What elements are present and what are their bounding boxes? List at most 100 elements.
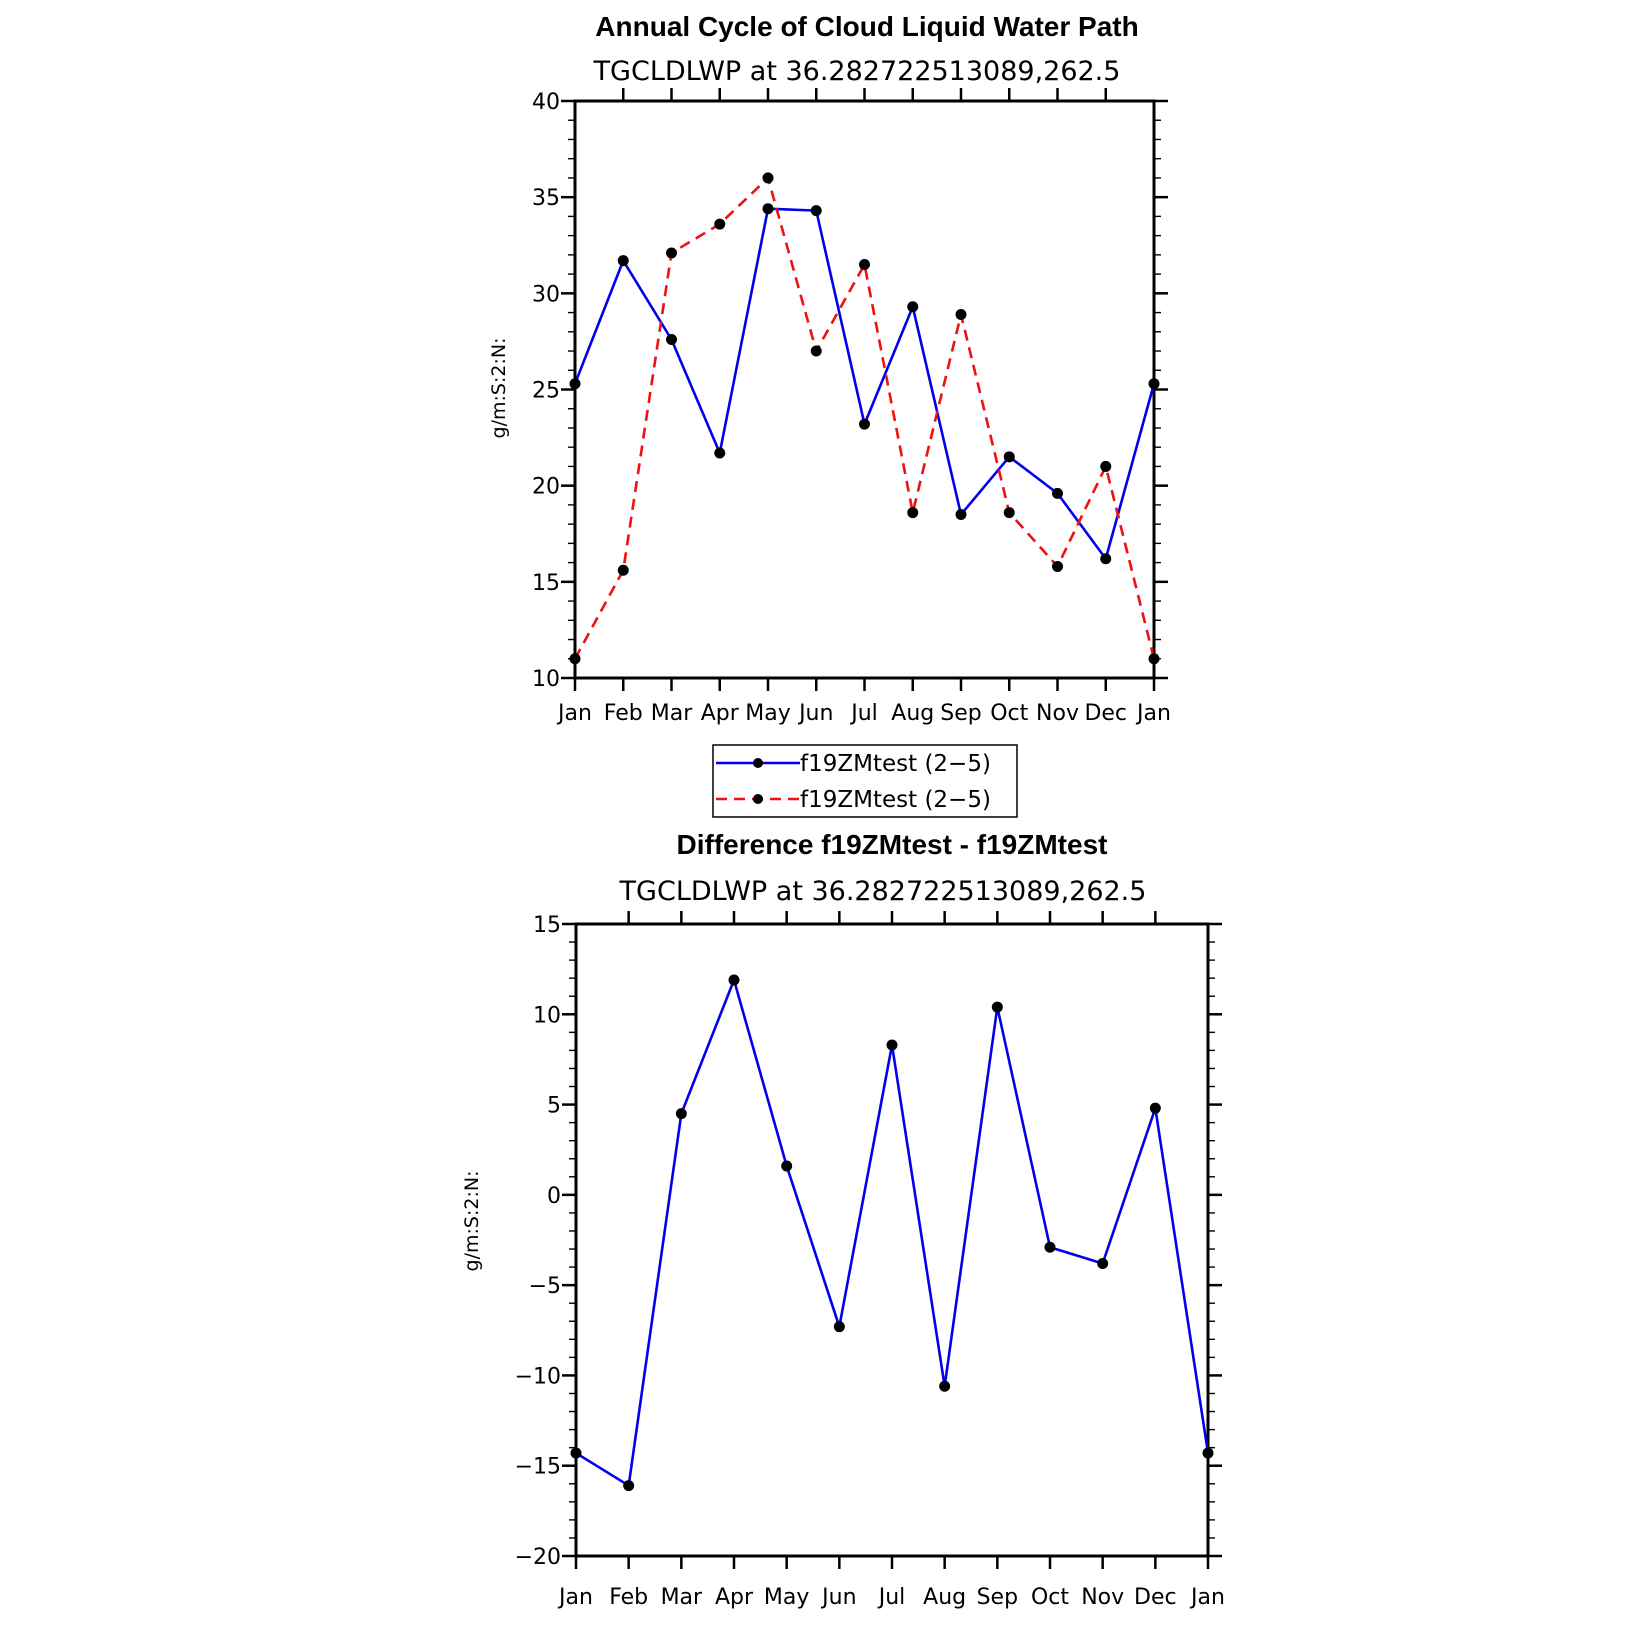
x-tick-label: Jan: [1135, 701, 1171, 726]
legend: f19ZMtest (2−5) f19ZMtest (2−5): [712, 744, 1018, 818]
data-point: [859, 418, 870, 430]
x-tick-label: Jan: [557, 1585, 593, 1610]
data-point: [859, 258, 870, 270]
data-point: [762, 172, 774, 184]
x-tick-label: Jul: [877, 1585, 906, 1610]
x-tick-label: Jan: [556, 701, 592, 726]
x-tick-label: Oct: [1031, 1585, 1069, 1610]
chart1-ticks: [561, 88, 1168, 691]
y-tick-label: 15: [533, 913, 561, 938]
data-point: [1003, 451, 1015, 463]
data-point: [1100, 553, 1112, 565]
y-tick-label: 10: [533, 1003, 561, 1028]
x-tick-label: Dec: [1084, 701, 1127, 726]
legend-marker-series-2: [753, 794, 763, 804]
chart1-y-tick-labels: 10 15 20 25 30 35 40: [532, 90, 560, 692]
y-tick-label: 0: [547, 1184, 561, 1209]
x-tick-label: Apr: [701, 701, 740, 726]
data-point: [1044, 1241, 1056, 1253]
x-tick-label: Aug: [923, 1585, 966, 1610]
legend-box: [712, 744, 1018, 818]
chart1-ylabel: g/m:S:2:N:: [488, 338, 510, 439]
data-point: [569, 653, 581, 665]
x-tick-label: Dec: [1134, 1585, 1177, 1610]
x-tick-label: Nov: [1081, 1585, 1124, 1610]
difference-chart: Difference f19ZMtest - f19ZMtest TGCLDLW…: [461, 829, 1225, 1610]
chart1-series: [569, 172, 1160, 665]
x-tick-label: Jul: [849, 701, 878, 726]
x-tick-label: May: [745, 701, 790, 726]
data-point: [955, 308, 967, 320]
data-point: [1148, 378, 1160, 390]
data-point: [1100, 460, 1112, 472]
y-tick-label: 35: [532, 186, 560, 211]
data-point: [810, 345, 822, 357]
data-point: [675, 1108, 687, 1120]
chart1-subtitle: TGCLDLWP at 36.282722513089,262.5: [593, 56, 1121, 87]
x-tick-label: Aug: [891, 701, 934, 726]
y-tick-label: 40: [532, 90, 560, 115]
data-point: [907, 301, 919, 313]
x-tick-label: Mar: [661, 1585, 703, 1610]
data-point: [617, 255, 629, 267]
series-line-1: [575, 978, 1210, 1487]
chart1-plot-frame: [573, 99, 1156, 680]
y-tick-label: 10: [532, 667, 560, 692]
data-point: [1202, 1447, 1214, 1459]
data-point: [666, 247, 677, 259]
x-tick-label: Mar: [651, 701, 693, 726]
y-tick-label: −5: [529, 1274, 561, 1299]
data-point: [810, 205, 822, 217]
annual-cycle-chart: Annual Cycle of Cloud Liquid Water Path …: [488, 11, 1171, 726]
chart2-title: Difference f19ZMtest - f19ZMtest: [677, 829, 1108, 860]
x-tick-label: Oct: [990, 701, 1028, 726]
chart1-title: Annual Cycle of Cloud Liquid Water Path: [595, 11, 1138, 42]
data-point: [714, 218, 726, 230]
data-point: [955, 509, 967, 521]
y-tick-label: −15: [515, 1455, 561, 1480]
x-tick-label: May: [764, 1585, 809, 1610]
data-point: [833, 1321, 845, 1333]
data-point: [1148, 653, 1160, 665]
y-tick-label: −20: [515, 1545, 561, 1570]
x-tick-label: Jan: [1189, 1585, 1225, 1610]
x-tick-label: Sep: [940, 701, 981, 726]
data-point: [1052, 487, 1063, 499]
x-tick-label: Feb: [609, 1585, 648, 1610]
data-point: [907, 507, 919, 519]
x-tick-label: Apr: [715, 1585, 754, 1610]
y-tick-label: −10: [515, 1364, 561, 1389]
y-tick-label: 25: [532, 379, 560, 404]
data-point: [570, 1447, 582, 1459]
data-point: [569, 378, 581, 390]
legend-label-series-2: f19ZMtest (2−5): [800, 787, 991, 813]
chart1-x-tick-labels: Jan Feb Mar Apr May Jun Jul Aug Sep Oct Nov Dec Jan: [556, 701, 1171, 726]
legend-marker-series-1: [753, 758, 763, 768]
data-point: [1149, 1102, 1161, 1114]
x-tick-label: Feb: [604, 701, 643, 726]
data-point: [1052, 560, 1063, 572]
data-point: [762, 203, 774, 215]
chart2-ylabel: g/m:S:2:N:: [461, 1171, 483, 1272]
data-point: [617, 564, 629, 576]
data-point: [886, 1039, 898, 1051]
chart2-subtitle: TGCLDLWP at 36.282722513089,262.5: [619, 876, 1147, 907]
x-tick-label: Jun: [797, 701, 833, 726]
data-point: [991, 1001, 1003, 1013]
data-point: [623, 1480, 635, 1492]
chart2-y-tick-labels: −20 −15 −10 −5 0 5 10 15: [515, 913, 561, 1570]
y-tick-label: 20: [532, 475, 560, 500]
data-point: [728, 974, 740, 986]
data-point: [1097, 1257, 1109, 1269]
data-point: [781, 1160, 793, 1172]
chart2-x-tick-labels: Jan Feb Mar Apr May Jun Jul Aug Sep Oct Nov Dec Jan: [557, 1585, 1225, 1610]
data-point: [1003, 507, 1015, 519]
data-point: [714, 447, 726, 459]
x-tick-label: Nov: [1036, 701, 1079, 726]
legend-label-series-1: f19ZMtest (2−5): [800, 751, 991, 777]
y-tick-label: 15: [532, 571, 560, 596]
data-point: [666, 333, 677, 345]
y-tick-label: 5: [547, 1094, 561, 1119]
chart2-plot-frame: [574, 922, 1210, 1558]
